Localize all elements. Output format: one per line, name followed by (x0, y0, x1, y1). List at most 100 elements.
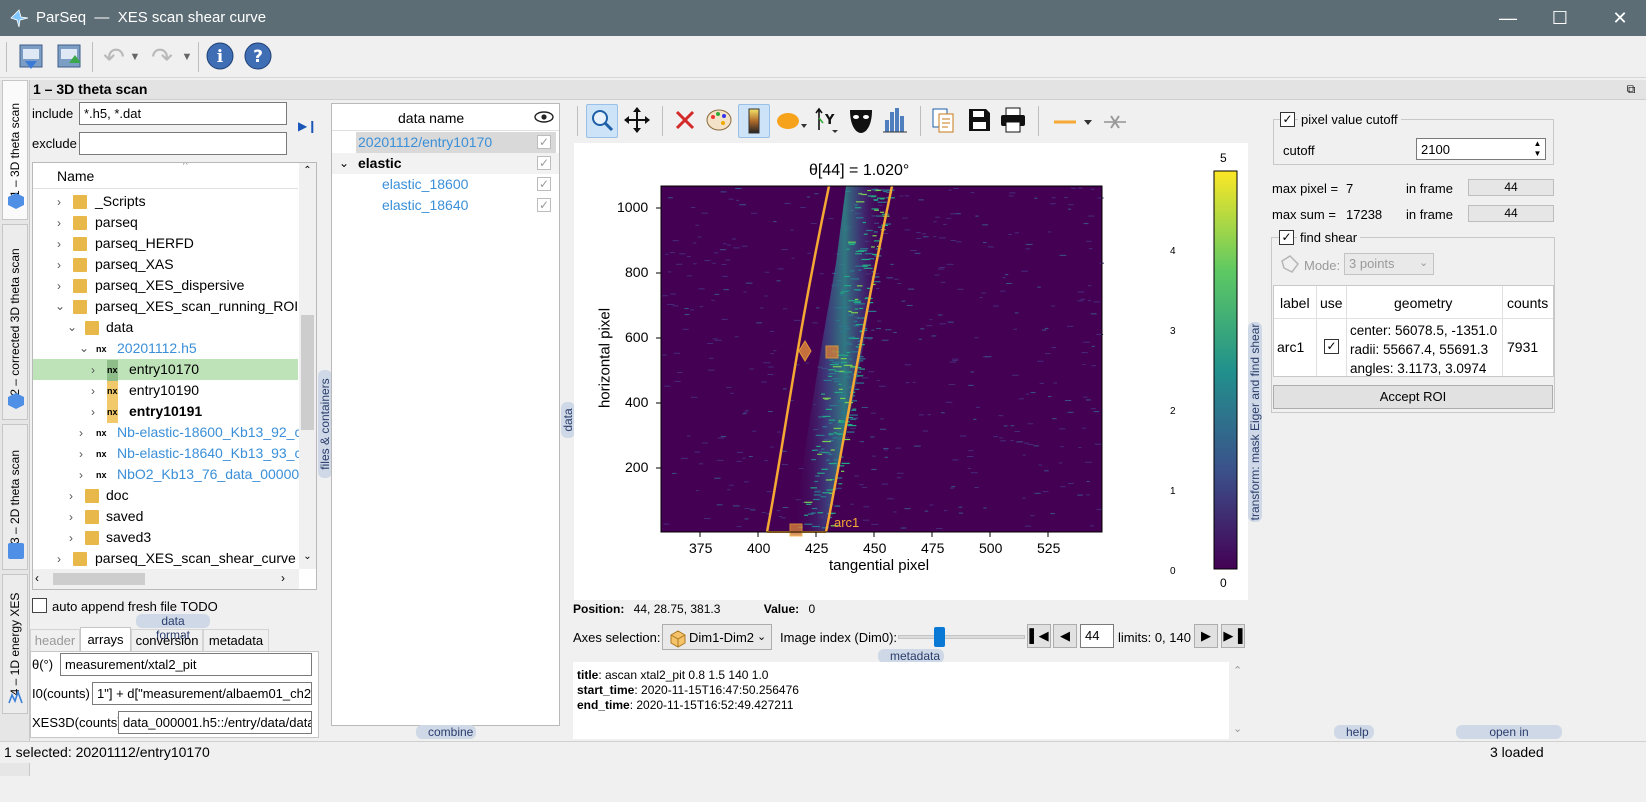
tree-horizontal-scrollbar[interactable]: ‹ › (33, 569, 299, 589)
expand-arrow-icon[interactable]: › (69, 489, 73, 503)
tree-item[interactable]: ⌄ data (33, 317, 298, 338)
redo-dropdown-icon[interactable]: ▼ (181, 51, 193, 63)
combine-tag[interactable]: combine (416, 725, 476, 739)
roi-arc-right[interactable] (824, 185, 894, 533)
scroll-up-icon[interactable]: ⌃ (1233, 665, 1243, 677)
roi-angle-handle[interactable] (789, 523, 803, 537)
include-filter-input[interactable]: *.h5, *.dat (79, 102, 287, 125)
roi-table[interactable]: label use geometry counts arc1 ✓ center:… (1273, 285, 1554, 377)
close-button[interactable]: ✕ (1612, 8, 1628, 28)
scroll-left-icon[interactable]: ‹ (35, 571, 39, 585)
tree-item[interactable]: › nx Nb-elastic-18600_Kb13_92_c (33, 422, 301, 443)
image-plot-canvas[interactable] (574, 143, 1248, 600)
tree-header[interactable]: Name ^ (33, 163, 298, 189)
find-shear-checkbox[interactable]: ✓ (1279, 230, 1294, 245)
tree-item[interactable]: › saved3 (33, 527, 298, 548)
data-item[interactable]: elastic_18640 ✓ (332, 195, 559, 216)
collapse-arrow-icon[interactable]: ⌄ (339, 156, 350, 170)
tree-vertical-scrollbar[interactable]: ⌃ ⌄ (299, 163, 316, 569)
histogram-button[interactable] (880, 104, 912, 138)
expand-arrow-icon[interactable]: › (91, 363, 95, 377)
tab-1d-energy-xes[interactable]: 4 – 1D energy XES (2, 574, 28, 714)
reset-zoom-button[interactable] (670, 104, 702, 138)
expand-arrow-icon[interactable]: › (69, 531, 73, 545)
collapse-arrow-icon[interactable]: ⌄ (67, 320, 78, 334)
remove-curve-button[interactable] (1100, 104, 1130, 138)
roi-label-cell[interactable]: arc1 (1277, 339, 1305, 355)
visibility-checkbox[interactable]: ✓ (537, 177, 551, 191)
scroll-up-icon[interactable]: ⌃ (303, 165, 312, 176)
slider-thumb[interactable] (934, 627, 945, 647)
scroll-down-icon[interactable]: ⌄ (303, 551, 312, 562)
mode-dropdown[interactable]: 3 points ⌄ (1344, 253, 1434, 275)
metadata-scrollbar[interactable]: ⌃ ⌄ (1231, 664, 1245, 738)
theta-field[interactable]: measurement/xtal2_pit (60, 653, 312, 676)
roi-use-checkbox[interactable]: ✓ (1324, 339, 1339, 354)
next-frame-button[interactable]: ▶ (1194, 624, 1218, 648)
profile-mask-button[interactable] (846, 104, 878, 138)
accept-roi-button[interactable]: Accept ROI (1273, 385, 1553, 409)
cutoff-spinbox[interactable]: 2100 (1416, 138, 1546, 160)
tree-item[interactable]: › doc (33, 485, 298, 506)
image-index-slider[interactable] (898, 627, 1025, 647)
load-project-button[interactable] (16, 41, 48, 73)
tree-item[interactable]: › nx entry10191 (33, 401, 298, 423)
tree-item-selected[interactable]: › nx entry10170 (33, 359, 298, 381)
last-frame-button[interactable]: ▶▐ (1221, 624, 1245, 648)
pan-mode-button[interactable] (622, 104, 654, 138)
tree-item[interactable]: › _Scripts (33, 191, 298, 212)
tree-item[interactable]: › parseq_XES_scan_shear_curve (33, 548, 298, 569)
expand-arrow-icon[interactable]: › (79, 426, 83, 440)
visibility-checkbox[interactable]: ✓ (537, 198, 551, 212)
expand-arrow-icon[interactable]: › (79, 447, 83, 461)
tab-2d-theta-scan[interactable]: 3 – 2D theta scan (2, 424, 28, 570)
collapse-arrow-icon[interactable]: ⌄ (79, 341, 90, 355)
print-button[interactable] (998, 104, 1030, 138)
data-item-selected[interactable]: 20201112/entry10170 ✓ (356, 132, 556, 153)
scroll-down-icon[interactable]: ⌄ (1233, 723, 1243, 735)
image-index-input[interactable]: 44 (1080, 624, 1114, 648)
use-column-header[interactable]: use (1320, 295, 1343, 311)
tree-item[interactable]: › parseq_XES_dispersive (33, 275, 298, 296)
roi-radius-handle[interactable] (825, 345, 839, 359)
roi-center-handle[interactable] (798, 340, 812, 362)
copy-button[interactable] (928, 104, 960, 138)
xes3d-field[interactable]: data_000001.h5::/entry/data/data (118, 711, 312, 734)
undock-icon[interactable]: ⧉ (1626, 82, 1636, 96)
label-column-header[interactable]: label (1280, 295, 1310, 311)
save-project-button[interactable] (54, 41, 86, 73)
scrollbar-thumb[interactable] (53, 573, 145, 585)
y-axis-options-button[interactable]: Y (812, 104, 844, 138)
first-frame-button[interactable]: ▌◀ (1027, 624, 1051, 648)
image-plot[interactable]: θ[44] = 1.020° (574, 143, 1248, 600)
undo-dropdown-icon[interactable]: ▼ (129, 51, 141, 63)
tab-header[interactable]: header (30, 629, 80, 651)
eye-icon[interactable] (534, 111, 554, 123)
tree-item[interactable]: › parseq_HERFD (33, 233, 298, 254)
expand-arrow-icon[interactable]: › (57, 237, 61, 251)
scrollbar-thumb[interactable] (301, 315, 314, 430)
tree-item[interactable]: › parseq (33, 212, 298, 233)
colormap-button[interactable] (704, 104, 736, 138)
transform-tag[interactable]: transform: mask Eiger and find shear (1248, 322, 1262, 522)
colorbar-toggle-button[interactable] (738, 104, 770, 138)
tree-item[interactable]: ⌄ nx 20201112.h5 (33, 338, 298, 359)
expand-arrow-icon[interactable]: › (57, 279, 61, 293)
about-button[interactable]: i (204, 41, 236, 73)
data-format-tag[interactable]: data format (136, 614, 210, 642)
i0-field[interactable]: 1"] + d["measurement/albaem01_ch2"] (92, 682, 312, 705)
detector-image[interactable] (661, 186, 1102, 532)
redo-button[interactable]: ↷ (146, 41, 178, 73)
tree-item[interactable]: › saved (33, 506, 298, 527)
tree-item[interactable]: › nx NbO2_Kb13_76_data_000001 (33, 464, 307, 485)
sync-to-data-button[interactable]: ▶❙ (298, 119, 317, 133)
open-in-browser-tag[interactable]: open in browser (1456, 725, 1562, 753)
data-tree-header[interactable]: data name (332, 104, 559, 131)
tab-3d-theta-scan[interactable]: 1 – 3D theta scan (2, 80, 28, 220)
expand-arrow-icon[interactable]: › (91, 384, 95, 398)
expand-arrow-icon[interactable]: › (91, 405, 95, 419)
zoom-mode-button[interactable] (586, 104, 618, 138)
maximize-button[interactable]: ☐ (1551, 8, 1569, 28)
tab-metadata[interactable]: metadata (203, 629, 269, 651)
tab-corrected-3d-theta-scan[interactable]: 2 – corrected 3D theta scan (2, 224, 28, 420)
